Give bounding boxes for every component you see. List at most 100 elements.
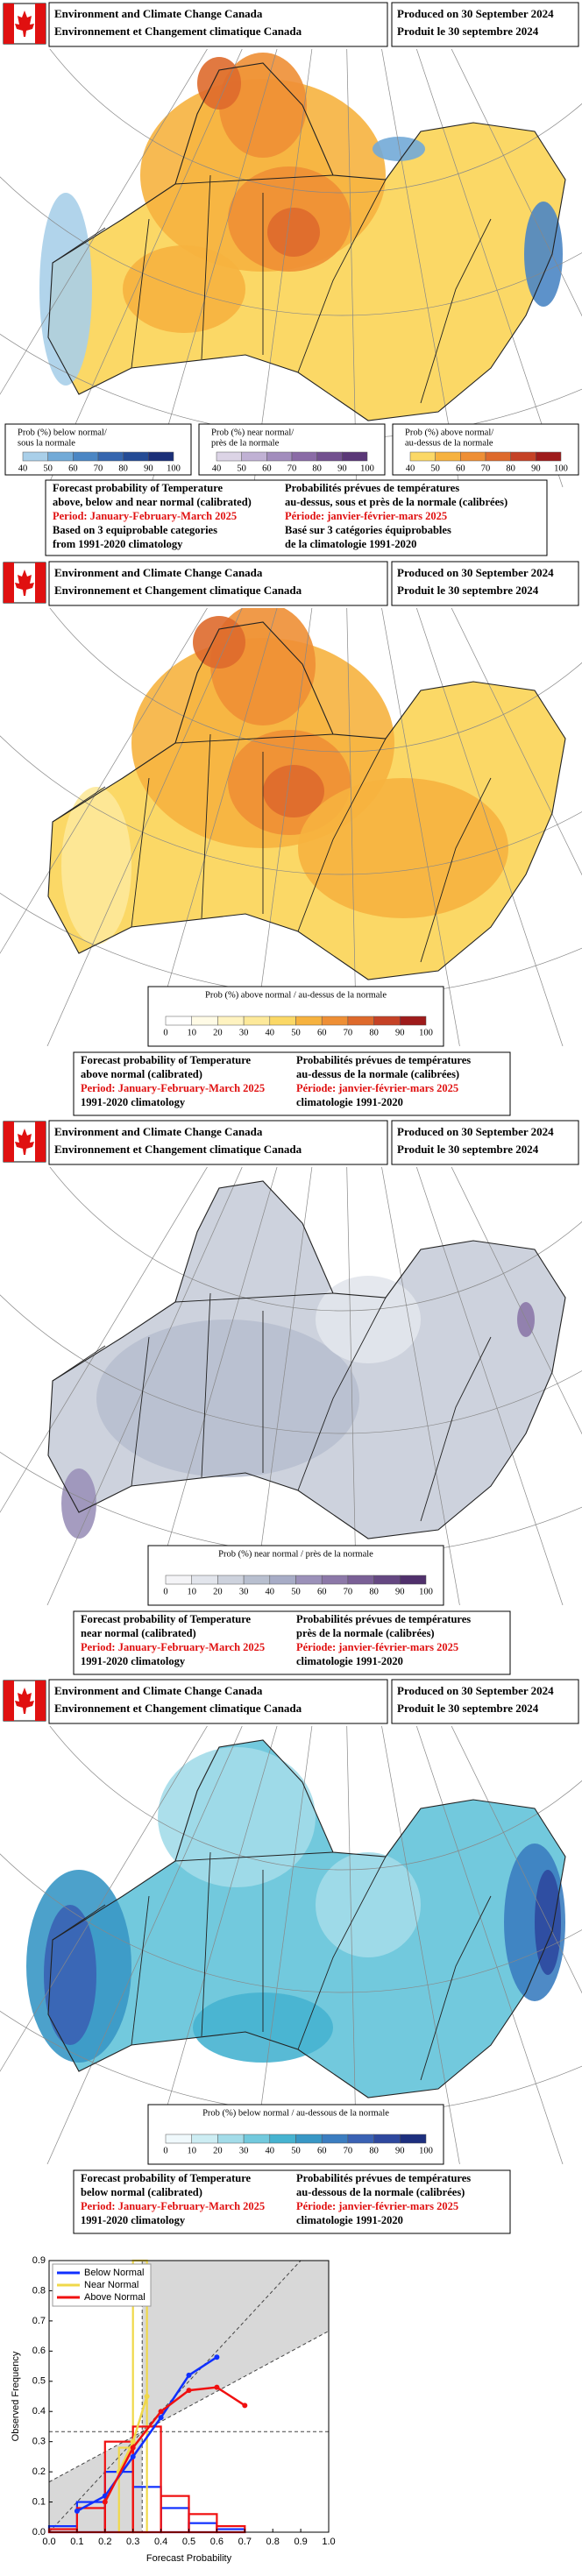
meridian — [381, 1167, 460, 1605]
legend-title: Prob (%) above normal / au-dessus de la … — [205, 990, 387, 1000]
header-org-en: Environment and Climate Change Canada — [54, 1125, 263, 1138]
legend-tick-label: 70 — [287, 464, 297, 473]
legend-tick-label: 90 — [395, 1587, 405, 1596]
legend-swatch — [243, 1575, 271, 1585]
legend-tick-label: 100 — [360, 464, 374, 473]
forecast-area — [48, 1740, 565, 2098]
legend-tick-label: 20 — [213, 1028, 223, 1037]
legend-tick-label: 80 — [506, 464, 515, 473]
reliability-point — [186, 2388, 192, 2394]
legend-tick-label: 50 — [237, 464, 246, 473]
legend-tick-label: 70 — [344, 2146, 353, 2155]
legend-title: près de la normale — [211, 438, 280, 448]
legend-tick-label: 90 — [395, 2146, 405, 2155]
probability-zone — [267, 208, 320, 257]
legend-tick-label: 90 — [337, 464, 347, 473]
legend-swatch — [321, 2134, 349, 2144]
border — [174, 733, 334, 744]
legend-title: au-dessus de la normale — [405, 438, 493, 448]
legend-tick-label: 40 — [406, 464, 415, 473]
legend-box — [4, 423, 192, 476]
legend-swatch — [191, 1016, 218, 1026]
legend-tick-label: 20 — [213, 2146, 223, 2155]
legend-tick-label: 80 — [312, 464, 322, 473]
legend-tick-label: 100 — [419, 1028, 433, 1037]
legend-title: Prob (%) above normal/ — [405, 428, 493, 437]
legend-swatch — [216, 451, 242, 462]
meridian — [46, 1726, 243, 2164]
border — [174, 1851, 334, 1862]
probability-zone — [524, 202, 563, 307]
footer-text: below normal (calibrated) — [81, 2186, 202, 2198]
probability-zone — [193, 616, 245, 669]
legend-swatch — [191, 1575, 218, 1585]
border — [201, 733, 211, 919]
reliability-point — [144, 2394, 150, 2399]
maple-leaf — [15, 570, 34, 596]
footer-text: Période: janvier-février-mars 2025 — [296, 1082, 458, 1094]
header-produced-en: Produced on 30 September 2024 — [397, 7, 554, 20]
map — [0, 1167, 582, 1605]
footer-text: above, below and near normal (calibrated… — [53, 496, 252, 508]
maple-leaf — [15, 1688, 34, 1714]
forecast-panel: Environment and Climate Change Canada Env… — [0, 1120, 582, 1675]
probability-zone — [219, 53, 307, 158]
meridian — [415, 1167, 564, 1605]
x-tick-label: 1.0 — [322, 2537, 335, 2547]
meridian — [415, 608, 564, 1046]
footer-box — [73, 1051, 511, 1116]
legend-swatch — [373, 1575, 401, 1585]
flag-bar — [4, 1681, 14, 1721]
footer-text: 1991-2020 climatology — [81, 2214, 186, 2226]
reliability-point — [186, 2372, 192, 2378]
parallel — [49, 608, 582, 753]
meridian — [46, 608, 243, 1046]
flag-bar — [4, 4, 14, 44]
border — [131, 1895, 150, 2046]
meridian — [415, 49, 564, 487]
map — [0, 608, 582, 1046]
legend-swatch — [165, 2134, 192, 2144]
footer-text: Period: January-February-March 2025 — [81, 1082, 265, 1094]
border — [201, 1292, 211, 1478]
border — [52, 1345, 106, 1382]
legend-swatch — [400, 1016, 427, 1026]
legend-tick-label: 50 — [291, 1028, 301, 1037]
legend-tick-label: 90 — [144, 464, 153, 473]
header-produced-en: Produced on 30 September 2024 — [397, 566, 554, 579]
legend-swatch — [316, 451, 343, 462]
footer-text: climatologie 1991-2020 — [296, 1655, 403, 1667]
legend-swatch — [217, 1575, 245, 1585]
coastline — [47, 621, 566, 980]
probability-zone — [298, 778, 508, 918]
footer-text: Period: January-February-March 2025 — [53, 510, 237, 522]
legend-swatch — [536, 451, 562, 462]
legend-tick-label: 20 — [213, 1587, 223, 1596]
header-box — [391, 561, 579, 606]
legend-swatch — [269, 2134, 296, 2144]
border — [174, 1292, 334, 1303]
legend-label: Below Normal — [84, 2268, 144, 2278]
legend-swatch — [191, 2134, 218, 2144]
header-box — [391, 1679, 579, 1724]
footer-text: Probabilités prévues de températures — [296, 2172, 471, 2184]
legend-tick-label: 100 — [419, 1587, 433, 1596]
legend-tick-label: 60 — [317, 2146, 327, 2155]
header-org-fr: Environnement et Changement climatique C… — [54, 1702, 302, 1715]
legend-swatch — [266, 451, 293, 462]
y-tick-label: 0.1 — [32, 2496, 46, 2507]
parallel — [49, 1167, 582, 1312]
legend-tick-label: 80 — [369, 1028, 379, 1037]
footer-text: près de la normale (calibrées) — [296, 1627, 435, 1639]
header-box — [48, 1120, 388, 1165]
header-org-en: Environment and Climate Change Canada — [54, 566, 263, 579]
border — [131, 218, 150, 369]
footer-text: Période: janvier-février-mars 2025 — [296, 1641, 458, 1653]
border — [52, 227, 106, 264]
border — [420, 1336, 492, 1522]
legend-swatch — [243, 2134, 271, 2144]
footer-text: Period: January-February-March 2025 — [81, 2200, 265, 2212]
forecast-panel: Environment and Climate Change Canada Env… — [0, 2, 582, 556]
